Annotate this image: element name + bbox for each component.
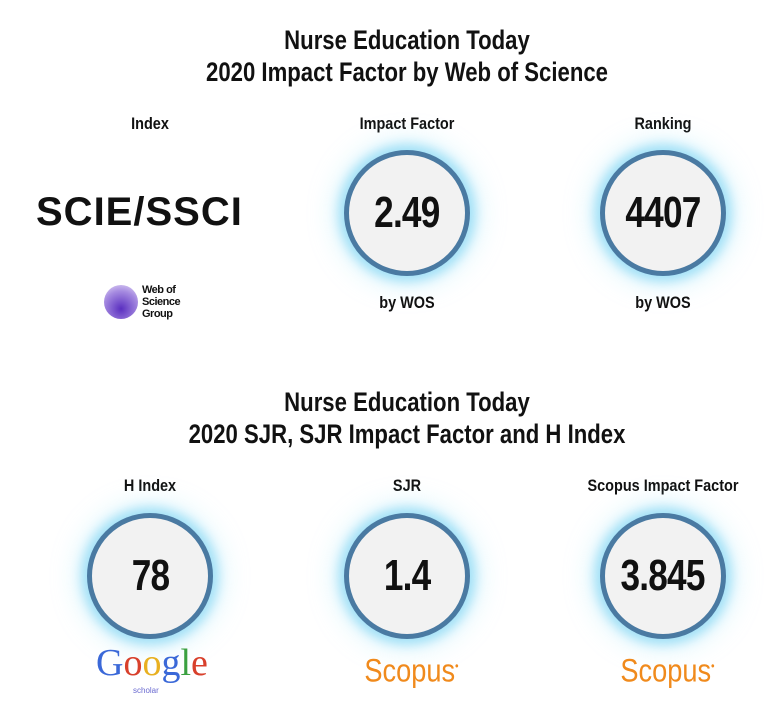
web-of-science-logo: Web of Science Group <box>104 284 181 320</box>
impact-factor-label: Impact Factor <box>359 114 455 133</box>
impact-factor-circle: 2.49 <box>344 150 470 276</box>
wos-logo-line: Web of <box>142 284 176 296</box>
scopus-impact-value: 3.845 <box>620 551 706 600</box>
ranking-value: 4407 <box>625 188 701 237</box>
ranking-label: Ranking <box>634 114 692 133</box>
section1-title-line2: 2020 Impact Factor by Web of Science <box>206 57 608 87</box>
section1-title: Nurse Education Today 2020 Impact Factor … <box>73 24 740 88</box>
sjr-value: 1.4 <box>383 551 431 600</box>
scopus-logo-text: Scopus <box>364 652 456 689</box>
wos-orb-icon <box>104 285 138 319</box>
scopus-impact-label: Scopus Impact Factor <box>587 476 739 495</box>
scopus-logo: Scopus• <box>620 648 714 689</box>
ranking-circle: 4407 <box>600 150 726 276</box>
section2-title: Nurse Education Today 2020 SJR, SJR Impac… <box>73 386 740 450</box>
impact-source: by WOS <box>379 293 435 312</box>
scopus-logo: Scopus• <box>364 648 458 689</box>
section2-title-line2: 2020 SJR, SJR Impact Factor and H Index <box>188 419 626 449</box>
impact-factor-value: 2.49 <box>374 188 440 237</box>
scopus-logo-text: Scopus <box>620 652 712 689</box>
google-scholar-logo: Google <box>96 642 208 684</box>
index-label: Index <box>131 114 169 133</box>
scopus-impact-circle: 3.845 <box>600 513 726 639</box>
sjr-circle: 1.4 <box>344 513 470 639</box>
scopus-dot-icon: • <box>455 659 459 673</box>
wos-logo-line: Science <box>142 296 181 308</box>
google-scholar-subtext: scholar <box>133 686 159 695</box>
ranking-source: by WOS <box>635 293 691 312</box>
h-index-value: 78 <box>131 551 169 600</box>
h-index-circle: 78 <box>87 513 213 639</box>
section1-title-line1: Nurse Education Today <box>284 25 530 55</box>
wos-logo-text: Web of Science Group <box>142 284 181 320</box>
h-index-label: H Index <box>123 476 177 495</box>
index-value: SCIE/SSCI <box>36 190 243 234</box>
section2-title-line1: Nurse Education Today <box>284 387 530 417</box>
sjr-label: SJR <box>392 476 422 495</box>
wos-logo-line: Group <box>142 308 173 320</box>
scopus-dot-icon: • <box>711 659 715 673</box>
